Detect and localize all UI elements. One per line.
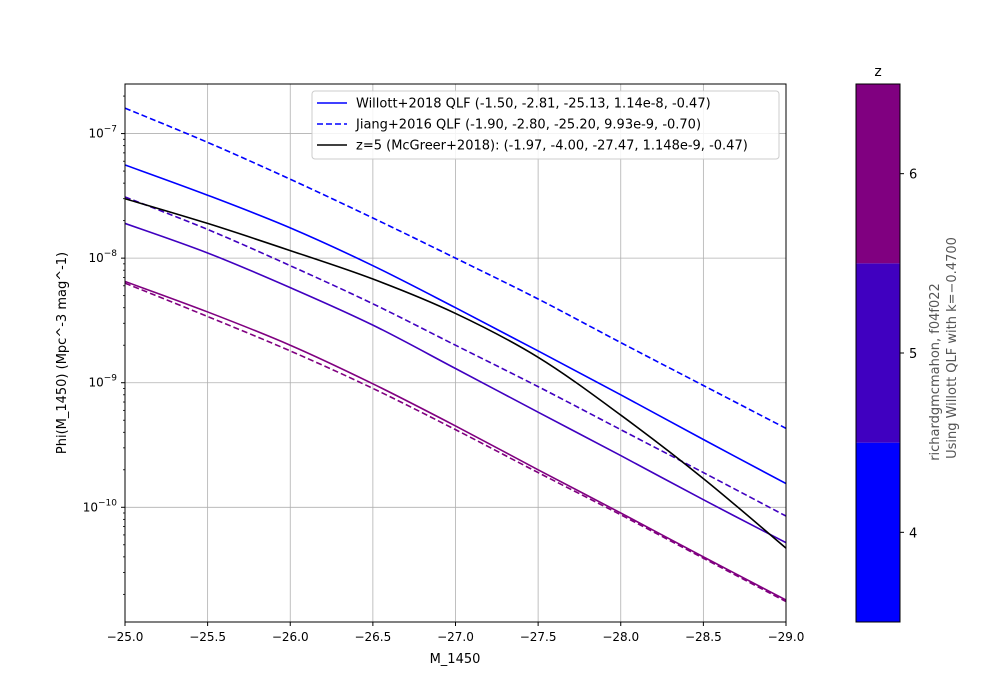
y-tick-label: 10−7 [88,125,117,141]
series-line-5 [125,280,786,601]
x-axis-ticks: −25.0 −25.5 −26.0 −26.5 −27.0 −27.5 −28.0 −28.5… [107,622,805,644]
colorbar-side-text-line-1: richardgmcmahon, f04f022 [928,283,943,461]
y-tick-exponent: −10 [98,498,117,508]
legend: Willott+2018 QLF (-1.50, -2.81, -25.13, … [311,90,780,160]
x-tick-label: −25.0 [107,630,144,644]
y-tick-base: 10 [88,376,103,390]
x-tick-label: −25.5 [189,630,226,644]
x-tick-label: −28.5 [685,630,722,644]
colorbar-tick-label: 6 [909,168,917,183]
x-axis-label: M_1450 [430,652,481,667]
y-tick-base: 10 [88,251,103,265]
y-tick-base: 10 [83,500,98,514]
colorbar-tick-label: 5 [909,347,917,362]
colorbar-title: z [874,64,881,80]
colorbar: z 4 5 6 richardgmcmahon, f04f022 Using Wil… [855,64,960,623]
x-tick-label: −26.5 [354,630,391,644]
legend-box [311,90,780,160]
series-line-3 [125,222,786,544]
x-tick-label: −27.0 [437,630,474,644]
colorbar-band-1 [856,442,900,622]
series-lines [125,107,786,603]
x-tick-label: −26.0 [272,630,309,644]
y-tick-exponent: −9 [104,374,118,384]
y-tick-label: 10−9 [88,374,117,390]
series-line-7 [125,197,786,549]
colorbar-band-2 [856,263,900,443]
y-tick-exponent: −8 [104,249,118,259]
colorbar-band-3 [856,84,900,264]
series-line-6 [125,282,786,603]
legend-label-3: z=5 (McGreer+2018): (-1.97, -4.00, -27.4… [356,139,748,154]
y-tick-label: 10−10 [83,498,118,514]
y-axis-label: Phi(M_1450) (Mpc^-3 mag^-1) [55,252,70,454]
colorbar-side-text-line-2: Using Willott QLF with k=−0.4700 [945,237,960,459]
legend-label-1: Willott+2018 QLF (-1.50, -2.81, -25.13, … [356,97,711,112]
colorbar-tick-label: 4 [909,526,917,541]
y-tick-exponent: −7 [104,125,117,135]
x-tick-label: −27.5 [520,630,557,644]
legend-label-2: Jiang+2016 QLF (-1.90, -2.80, -25.20, 9.… [355,118,701,133]
y-tick-base: 10 [88,127,103,141]
series-line-2 [125,107,786,430]
x-tick-label: −29.0 [768,630,805,644]
series-line-1 [125,164,786,485]
x-tick-label: −28.0 [602,630,639,644]
y-tick-label: 10−8 [88,249,117,265]
